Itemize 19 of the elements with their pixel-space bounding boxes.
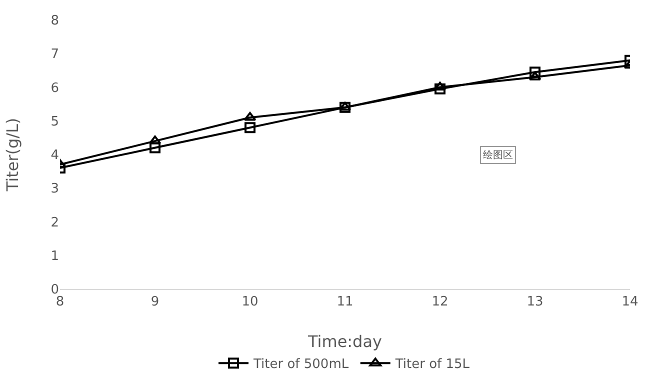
x-tick-label: 14 (622, 294, 638, 310)
legend-label: Titer of 15L (394, 357, 470, 372)
annotation: 绘图区 (483, 149, 513, 161)
x-tick-label: 13 (526, 294, 544, 310)
x-tick-label: 12 (432, 294, 448, 310)
x-tick-label: 9 (150, 294, 160, 310)
y-tick-label: 2 (50, 215, 59, 230)
legend-label: Titer of 500mL (252, 357, 350, 372)
y-tick-label: 3 (50, 182, 59, 197)
y-tick-label: 5 (50, 114, 59, 130)
y-tick-label: 8 (50, 14, 59, 29)
y-tick-label: 4 (50, 148, 59, 164)
y-axis-title: Titer(g/L) (3, 118, 22, 192)
x-tick-label: 11 (336, 294, 354, 310)
y-tick-label: 7 (50, 47, 59, 62)
y-tick-label: 1 (50, 248, 59, 264)
x-tick-label: 10 (242, 294, 258, 310)
x-axis-title: Time:day (307, 332, 382, 351)
y-tick-label: 6 (50, 80, 59, 96)
